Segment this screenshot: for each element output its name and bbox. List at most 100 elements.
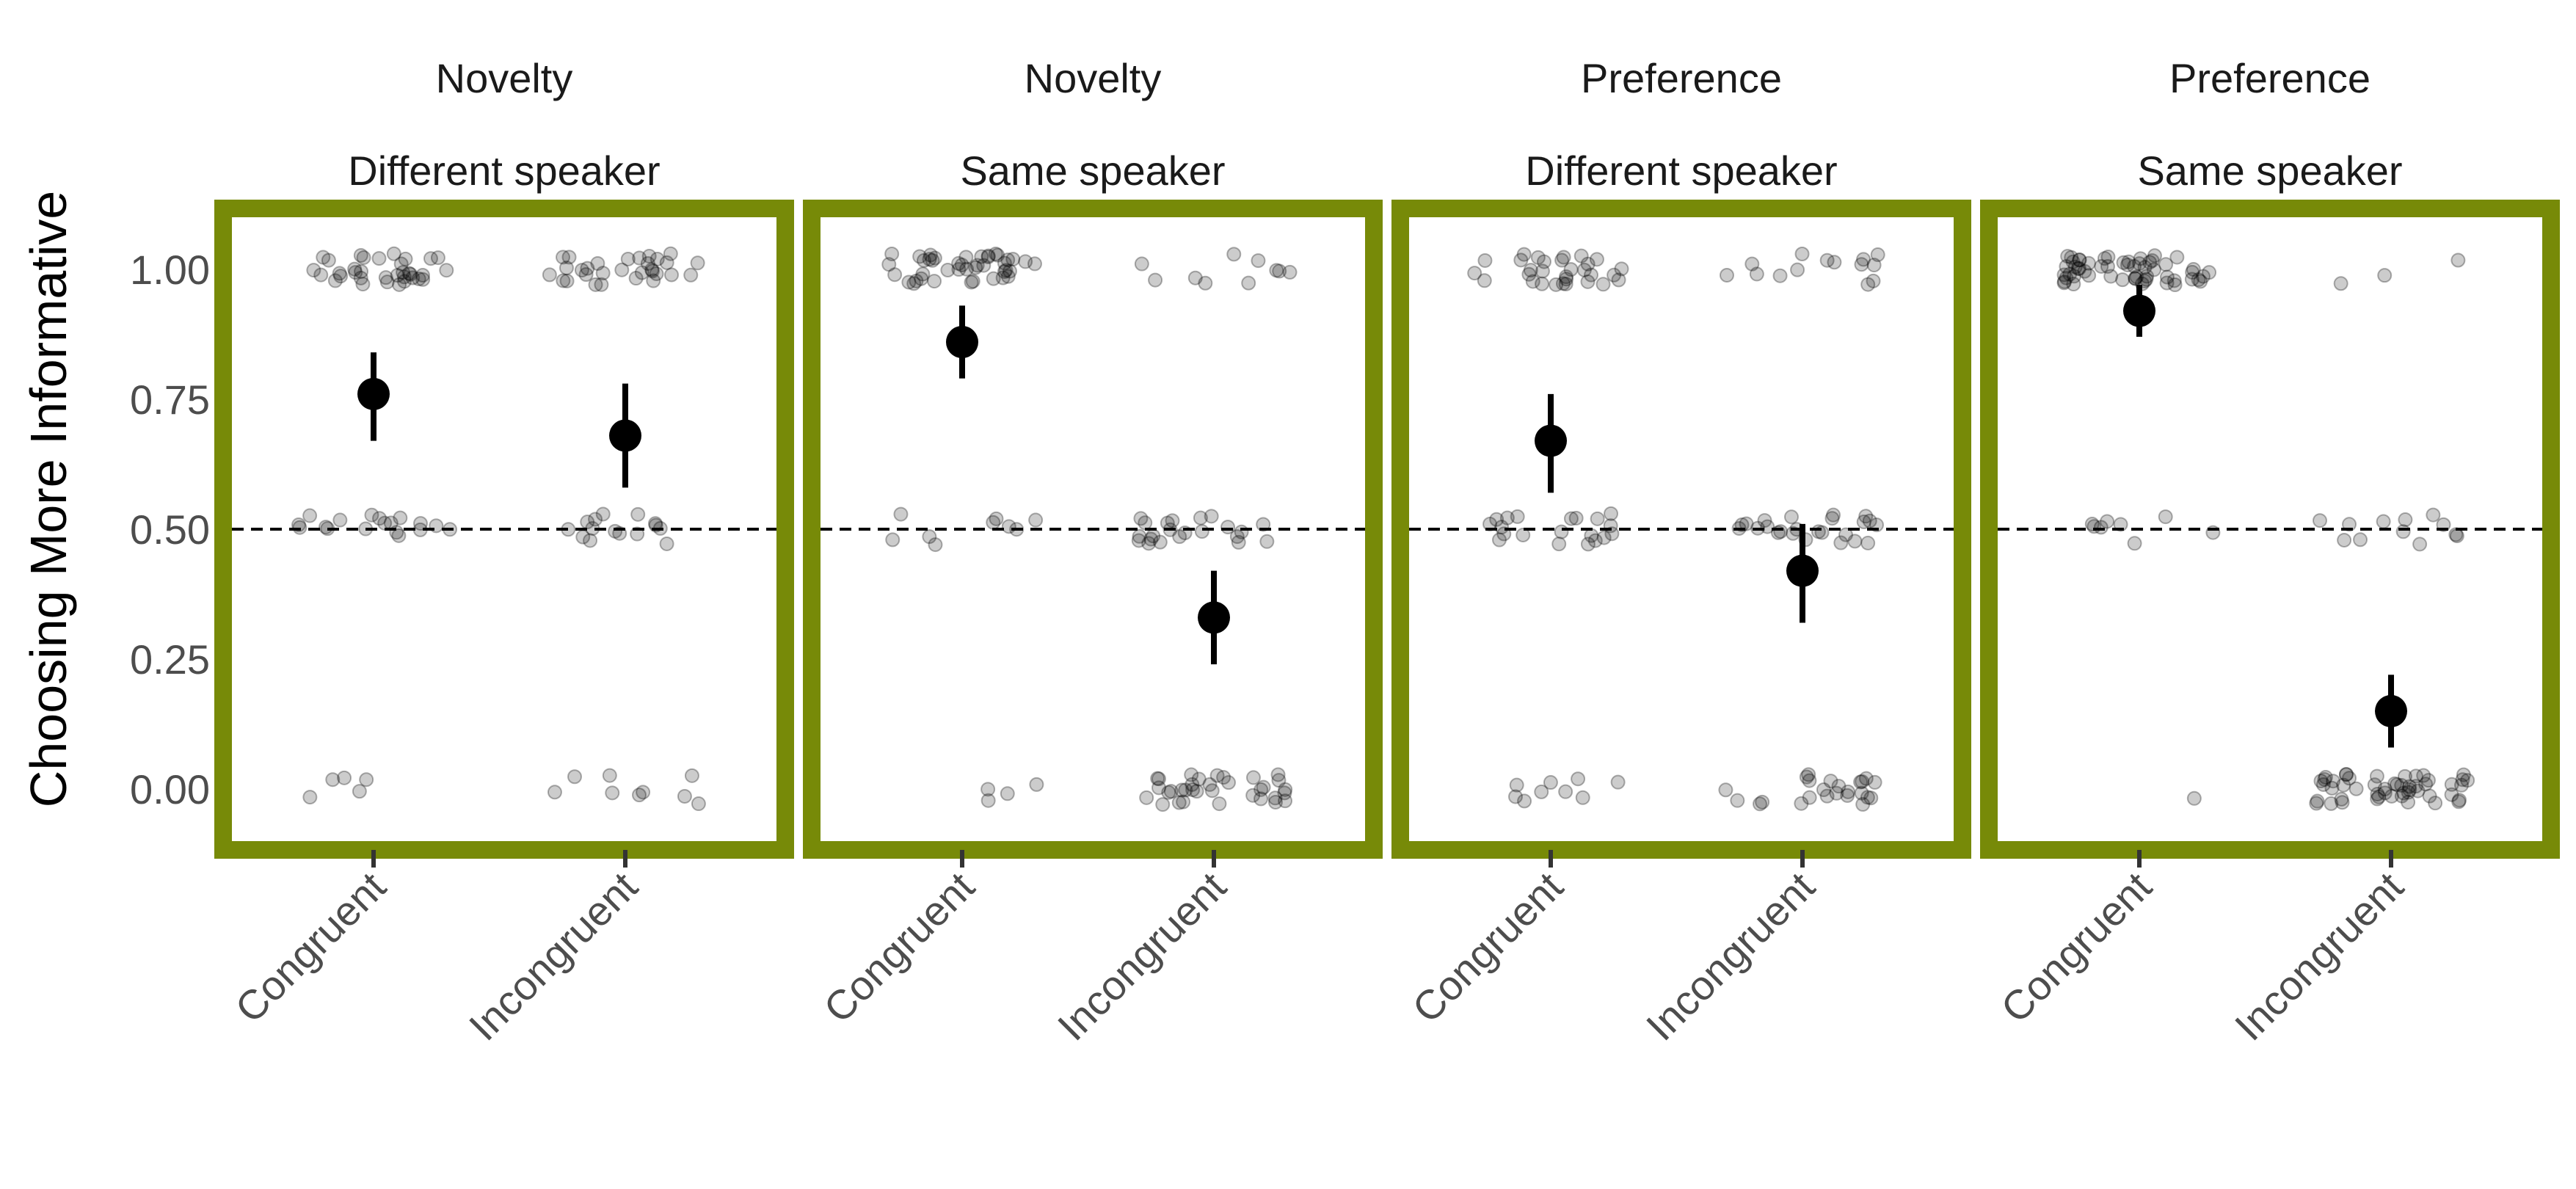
raw-point [318, 520, 333, 535]
raw-point [1171, 795, 1187, 810]
raw-point [2186, 261, 2201, 277]
raw-point [1799, 769, 1814, 785]
raw-point [925, 252, 940, 268]
raw-point [1005, 252, 1021, 267]
raw-point [1596, 277, 1611, 292]
raw-point [1161, 785, 1176, 800]
raw-point [575, 529, 591, 545]
raw-point [412, 516, 428, 531]
raw-point [1827, 255, 1842, 270]
raw-point [1133, 511, 1149, 526]
raw-point [2348, 781, 2364, 796]
raw-point [306, 263, 321, 278]
raw-point [1221, 775, 1237, 790]
raw-point [2401, 794, 2416, 810]
raw-point [1802, 790, 1817, 805]
raw-point [2376, 514, 2391, 529]
raw-point [1811, 524, 1826, 539]
raw-point [1543, 775, 1558, 790]
raw-point [1477, 273, 1492, 288]
raw-point [1256, 779, 1271, 795]
raw-point [1163, 522, 1178, 537]
raw-point [2371, 789, 2387, 804]
raw-point [2335, 795, 2350, 810]
raw-point [383, 515, 399, 531]
raw-point [659, 536, 674, 551]
raw-point [1558, 784, 1573, 799]
raw-point [559, 273, 575, 288]
x-tick-label: Congruent [1992, 863, 2161, 1032]
raw-point [2410, 783, 2426, 799]
raw-point [2127, 536, 2142, 551]
raw-point [1855, 796, 1871, 812]
raw-point [652, 520, 668, 536]
raw-point [1226, 247, 1242, 262]
raw-point [2100, 250, 2116, 265]
raw-point [2065, 254, 2081, 269]
raw-point [887, 267, 903, 283]
raw-point [980, 782, 996, 797]
raw-point [316, 250, 331, 265]
raw-point [574, 263, 589, 278]
raw-point [2338, 767, 2354, 782]
raw-point [988, 246, 1003, 261]
raw-point [649, 266, 664, 282]
raw-point [2193, 274, 2208, 289]
raw-point [2062, 266, 2078, 282]
raw-point [1847, 534, 1863, 549]
raw-point [1589, 252, 1604, 267]
raw-point [1749, 266, 1764, 282]
raw-point [2121, 254, 2136, 269]
raw-point [2342, 771, 2357, 786]
raw-point [378, 270, 393, 286]
raw-point [646, 273, 661, 288]
raw-point [1198, 275, 1213, 291]
raw-point [1556, 250, 1571, 265]
raw-point [2408, 779, 2423, 794]
raw-point [1580, 537, 1596, 552]
raw-point [1755, 794, 1770, 810]
raw-point [2103, 269, 2119, 284]
raw-point [2313, 774, 2329, 789]
raw-point [1176, 794, 1191, 810]
raw-point [954, 258, 969, 273]
raw-point [1521, 266, 1537, 282]
raw-point [1139, 790, 1154, 805]
raw-point [1259, 534, 1275, 549]
x-tick-label: Congruent [226, 863, 395, 1032]
raw-point [927, 250, 942, 266]
panel-title-line2: Different speaker [348, 148, 660, 194]
raw-point [1611, 272, 1626, 288]
raw-point [1516, 247, 1532, 262]
raw-point [1530, 250, 1546, 265]
raw-point [2333, 276, 2348, 291]
raw-point [2336, 777, 2351, 793]
raw-point [333, 269, 349, 284]
raw-point [683, 267, 699, 283]
raw-point [614, 262, 630, 277]
raw-point [1152, 534, 1168, 550]
raw-point [928, 537, 943, 553]
raw-point [1731, 520, 1747, 536]
raw-point [1824, 511, 1840, 526]
raw-point [2127, 258, 2142, 274]
raw-point [893, 506, 909, 522]
raw-point [371, 251, 387, 266]
raw-point [691, 796, 706, 812]
raw-point [1229, 529, 1245, 545]
raw-point [1000, 252, 1016, 268]
raw-point [559, 260, 574, 275]
raw-point [648, 517, 663, 533]
raw-point [885, 532, 900, 548]
raw-point [389, 525, 404, 540]
raw-point [998, 263, 1014, 278]
y-tick-label: 0.25 [130, 636, 210, 683]
raw-point [1165, 513, 1180, 528]
raw-point [1575, 790, 1590, 805]
y-tick-label: 0.50 [130, 506, 210, 553]
raw-point [1734, 517, 1750, 533]
raw-point [396, 265, 411, 280]
raw-point [2186, 790, 2202, 806]
raw-point [1202, 777, 1218, 792]
